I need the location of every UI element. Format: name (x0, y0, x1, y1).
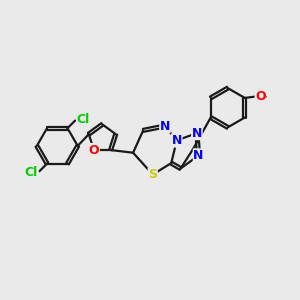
Text: S: S (148, 168, 157, 181)
Text: N: N (192, 127, 202, 140)
Text: N: N (194, 149, 204, 162)
Text: O: O (88, 143, 99, 157)
Text: N: N (172, 134, 182, 147)
Text: Cl: Cl (77, 113, 90, 126)
Text: Cl: Cl (25, 166, 38, 179)
Text: O: O (255, 90, 266, 103)
Text: N: N (160, 119, 170, 133)
